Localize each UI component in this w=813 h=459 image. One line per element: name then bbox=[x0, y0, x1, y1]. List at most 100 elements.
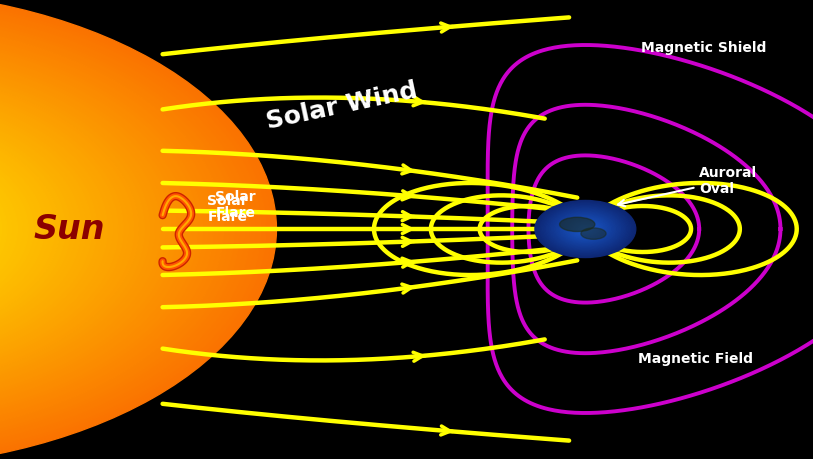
Circle shape bbox=[562, 216, 609, 243]
Circle shape bbox=[0, 15, 234, 444]
Circle shape bbox=[537, 202, 633, 257]
Circle shape bbox=[556, 213, 615, 246]
Circle shape bbox=[564, 218, 606, 241]
Ellipse shape bbox=[580, 229, 606, 240]
Circle shape bbox=[0, 62, 150, 397]
Circle shape bbox=[542, 205, 628, 254]
Circle shape bbox=[0, 9, 245, 450]
Circle shape bbox=[549, 209, 622, 250]
Circle shape bbox=[0, 140, 12, 319]
Circle shape bbox=[551, 210, 620, 249]
Circle shape bbox=[0, 47, 176, 411]
Circle shape bbox=[567, 219, 603, 240]
Circle shape bbox=[0, 78, 123, 381]
Text: Solar
Flare: Solar Flare bbox=[207, 194, 248, 224]
Circle shape bbox=[584, 229, 587, 230]
Circle shape bbox=[0, 27, 213, 432]
Circle shape bbox=[0, 98, 86, 361]
Circle shape bbox=[553, 211, 618, 248]
Circle shape bbox=[0, 89, 102, 370]
Circle shape bbox=[0, 146, 2, 313]
Circle shape bbox=[579, 226, 592, 233]
Text: Solar Wind: Solar Wind bbox=[263, 78, 420, 133]
Circle shape bbox=[0, 107, 70, 352]
Circle shape bbox=[0, 74, 128, 385]
Circle shape bbox=[0, 0, 261, 459]
Circle shape bbox=[574, 223, 597, 236]
Circle shape bbox=[0, 125, 39, 334]
Text: Magnetic Shield: Magnetic Shield bbox=[641, 41, 766, 55]
Circle shape bbox=[0, 56, 160, 403]
Circle shape bbox=[540, 204, 631, 255]
Circle shape bbox=[545, 207, 626, 252]
Circle shape bbox=[0, 131, 28, 328]
Text: Solar
Flare: Solar Flare bbox=[215, 189, 256, 219]
Circle shape bbox=[576, 224, 594, 235]
Circle shape bbox=[559, 214, 612, 245]
Circle shape bbox=[0, 68, 139, 391]
Circle shape bbox=[572, 222, 599, 237]
Circle shape bbox=[539, 203, 632, 256]
Circle shape bbox=[580, 227, 590, 232]
Circle shape bbox=[548, 208, 623, 251]
Circle shape bbox=[0, 83, 113, 375]
Circle shape bbox=[544, 206, 627, 253]
Circle shape bbox=[0, 128, 33, 331]
Circle shape bbox=[0, 101, 81, 358]
Text: Auroral
Oval: Auroral Oval bbox=[618, 166, 757, 207]
Circle shape bbox=[0, 0, 266, 459]
Circle shape bbox=[563, 217, 608, 242]
Circle shape bbox=[565, 218, 606, 241]
Circle shape bbox=[554, 212, 617, 247]
Text: Sun: Sun bbox=[33, 213, 105, 246]
Circle shape bbox=[576, 224, 595, 235]
Circle shape bbox=[541, 205, 629, 254]
Circle shape bbox=[0, 122, 44, 337]
Circle shape bbox=[583, 228, 588, 231]
Circle shape bbox=[0, 39, 192, 420]
Circle shape bbox=[535, 201, 636, 258]
Circle shape bbox=[0, 71, 133, 387]
Circle shape bbox=[558, 214, 613, 245]
Circle shape bbox=[546, 207, 624, 252]
Ellipse shape bbox=[559, 218, 595, 232]
Circle shape bbox=[0, 33, 202, 426]
Circle shape bbox=[0, 41, 187, 418]
Circle shape bbox=[0, 0, 276, 459]
Circle shape bbox=[581, 227, 589, 232]
Circle shape bbox=[0, 3, 255, 456]
Circle shape bbox=[0, 137, 18, 322]
Circle shape bbox=[570, 221, 601, 238]
Circle shape bbox=[578, 225, 593, 234]
Circle shape bbox=[572, 222, 598, 237]
Circle shape bbox=[0, 104, 76, 355]
Circle shape bbox=[555, 213, 615, 246]
Circle shape bbox=[0, 59, 155, 399]
Circle shape bbox=[0, 21, 224, 438]
Circle shape bbox=[550, 210, 620, 249]
Circle shape bbox=[0, 0, 272, 459]
Circle shape bbox=[0, 53, 166, 406]
Circle shape bbox=[537, 202, 634, 257]
Circle shape bbox=[0, 134, 23, 325]
Circle shape bbox=[0, 119, 50, 340]
Circle shape bbox=[0, 110, 65, 349]
Circle shape bbox=[0, 86, 107, 373]
Circle shape bbox=[0, 17, 229, 442]
Circle shape bbox=[0, 50, 171, 409]
Text: Magnetic Field: Magnetic Field bbox=[637, 351, 753, 365]
Circle shape bbox=[0, 11, 239, 447]
Circle shape bbox=[0, 143, 7, 316]
Circle shape bbox=[0, 116, 54, 343]
Circle shape bbox=[0, 65, 145, 394]
Circle shape bbox=[0, 80, 118, 379]
Circle shape bbox=[560, 215, 611, 244]
Circle shape bbox=[0, 92, 97, 367]
Circle shape bbox=[0, 36, 198, 423]
Circle shape bbox=[0, 23, 219, 435]
Circle shape bbox=[0, 113, 60, 346]
Circle shape bbox=[0, 95, 91, 364]
Circle shape bbox=[0, 45, 181, 414]
Circle shape bbox=[569, 220, 602, 239]
Circle shape bbox=[567, 219, 604, 240]
